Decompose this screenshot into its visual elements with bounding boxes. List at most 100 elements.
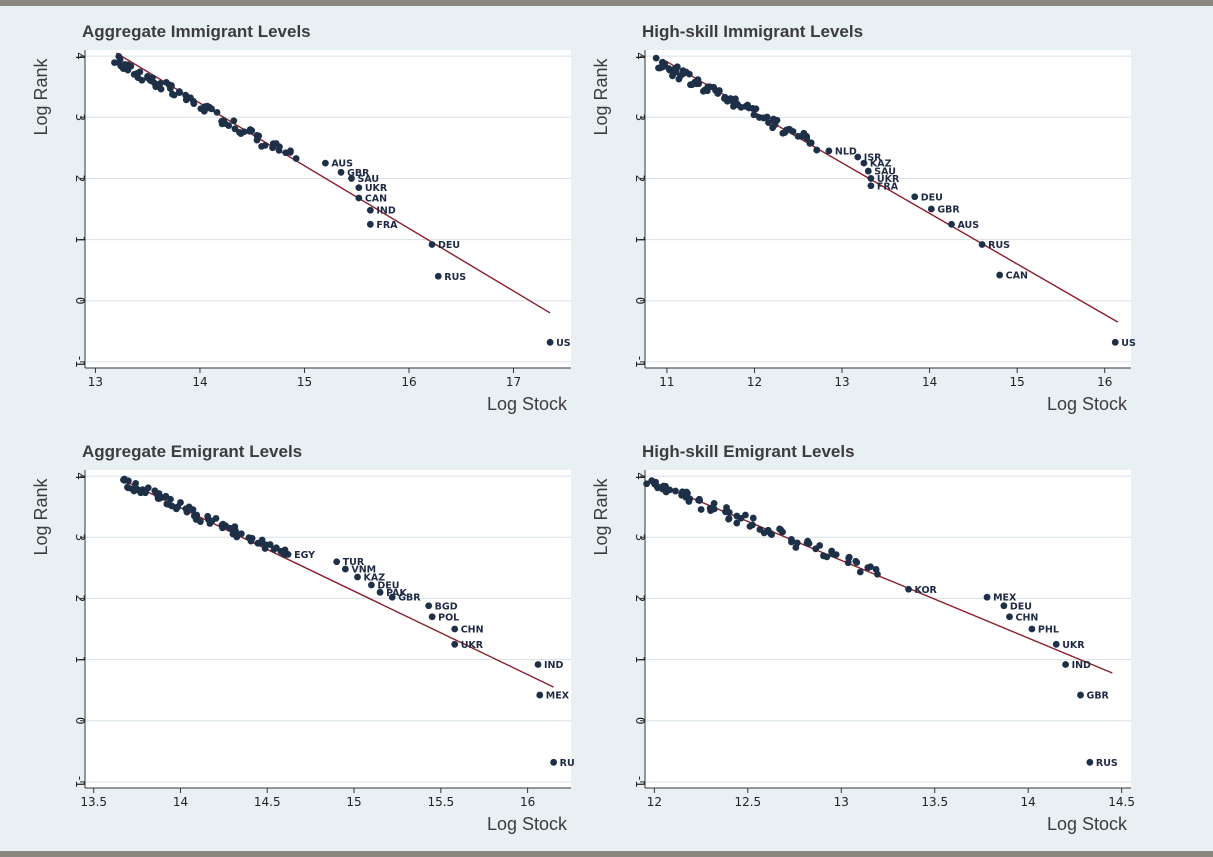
data-point bbox=[825, 147, 833, 155]
data-point bbox=[792, 544, 800, 551]
data-point bbox=[177, 499, 184, 506]
data-point bbox=[321, 159, 329, 167]
data-point bbox=[695, 80, 703, 88]
point-label: SAU bbox=[358, 174, 380, 185]
data-point bbox=[204, 512, 212, 520]
x-tick-label: 15 bbox=[1010, 375, 1025, 389]
point-label: KOR bbox=[915, 585, 938, 596]
data-point bbox=[248, 127, 256, 135]
point-label: DEU bbox=[377, 580, 399, 591]
y-tick-label: 0 bbox=[73, 297, 87, 305]
panel-title: Aggregate Immigrant Levels bbox=[82, 22, 311, 41]
data-point bbox=[845, 553, 853, 561]
panel-title: Aggregate Emigrant Levels bbox=[82, 442, 302, 461]
data-point bbox=[672, 68, 680, 76]
x-axis-label: Log Stock bbox=[1047, 814, 1128, 834]
y-axis-label: Log Rank bbox=[591, 477, 611, 555]
data-point bbox=[1006, 613, 1013, 621]
point-label: KAZ bbox=[870, 159, 892, 170]
data-point bbox=[292, 155, 300, 162]
data-point bbox=[255, 132, 263, 140]
data-point bbox=[948, 220, 955, 228]
data-point bbox=[266, 541, 274, 548]
data-point bbox=[911, 193, 919, 201]
y-tick-label: -1 bbox=[633, 356, 647, 368]
data-point bbox=[212, 514, 220, 522]
data-point bbox=[141, 489, 149, 497]
data-point bbox=[261, 141, 269, 149]
data-point bbox=[337, 168, 345, 176]
data-point bbox=[672, 487, 679, 495]
y-tick-label: 1 bbox=[73, 236, 87, 244]
point-label: VNM bbox=[351, 565, 376, 576]
point-label: CHN bbox=[461, 625, 484, 636]
data-point bbox=[807, 139, 815, 147]
data-point bbox=[1052, 640, 1060, 648]
data-point bbox=[725, 515, 732, 523]
data-point bbox=[172, 505, 180, 513]
data-point bbox=[132, 480, 140, 487]
panel-aggregate-emigrant: Aggregate Emigrant Levels -1 0 1 2 3 4 13.5 14 1… bbox=[31, 432, 625, 847]
point-label: GBR bbox=[347, 168, 370, 179]
point-label: GBR bbox=[398, 593, 421, 604]
y-axis-label: Log Rank bbox=[31, 57, 51, 135]
data-point bbox=[927, 205, 935, 213]
y-axis-label: Log Rank bbox=[31, 477, 51, 555]
data-point bbox=[366, 206, 374, 214]
point-label: EGY bbox=[294, 550, 315, 561]
data-point bbox=[685, 70, 693, 78]
y-tick-label: 4 bbox=[633, 52, 647, 60]
data-point bbox=[832, 551, 840, 559]
data-point bbox=[206, 520, 214, 527]
y-tick-label: 2 bbox=[73, 175, 87, 183]
data-point bbox=[213, 108, 221, 116]
data-point bbox=[749, 521, 756, 529]
y-tick-label: 0 bbox=[73, 717, 87, 725]
data-point bbox=[270, 546, 278, 553]
data-point bbox=[175, 88, 183, 95]
data-point bbox=[355, 184, 363, 191]
x-tick-label: 15 bbox=[346, 795, 361, 809]
point-label: MEX bbox=[993, 593, 1017, 604]
point-label: GBR bbox=[1087, 691, 1110, 702]
data-point bbox=[816, 542, 824, 549]
data-point bbox=[333, 558, 341, 566]
data-point bbox=[905, 585, 912, 593]
data-point bbox=[367, 581, 375, 589]
point-label: ISR bbox=[864, 153, 882, 164]
data-point bbox=[428, 241, 436, 248]
data-point bbox=[760, 529, 768, 537]
data-point bbox=[425, 602, 433, 610]
point-label: US bbox=[556, 338, 571, 349]
panel-highskill-immigrant: High-skill Immigrant Levels -1 0 1 2 3 4 11 12 1… bbox=[591, 12, 1185, 427]
x-axis-label: Log Stock bbox=[487, 394, 568, 414]
data-point bbox=[714, 90, 722, 97]
point-label: GBR bbox=[937, 205, 960, 216]
data-point bbox=[276, 143, 283, 151]
data-point bbox=[534, 661, 542, 668]
point-label: PHL bbox=[1038, 625, 1059, 636]
data-point bbox=[1028, 625, 1036, 633]
x-tick-label: 16 bbox=[401, 375, 416, 389]
x-axis-label: Log Stock bbox=[1047, 394, 1128, 414]
point-label: SAU bbox=[874, 167, 896, 178]
x-tick-label: 13 bbox=[834, 795, 849, 809]
data-point bbox=[136, 68, 144, 76]
data-point bbox=[168, 82, 175, 89]
panel-title: High-skill Emigrant Levels bbox=[642, 442, 855, 461]
x-tick-label: 14 bbox=[192, 375, 207, 389]
point-label: POL bbox=[438, 612, 459, 623]
data-point bbox=[348, 175, 355, 182]
data-point bbox=[643, 480, 651, 488]
data-point bbox=[856, 568, 864, 576]
data-point bbox=[844, 559, 852, 567]
data-point bbox=[1077, 691, 1084, 699]
data-point bbox=[138, 76, 146, 84]
y-tick-label: 1 bbox=[633, 236, 647, 244]
x-tick-label: 14 bbox=[922, 375, 937, 389]
data-point bbox=[1062, 661, 1069, 668]
data-point bbox=[149, 74, 156, 82]
point-label: IND bbox=[1072, 660, 1091, 671]
